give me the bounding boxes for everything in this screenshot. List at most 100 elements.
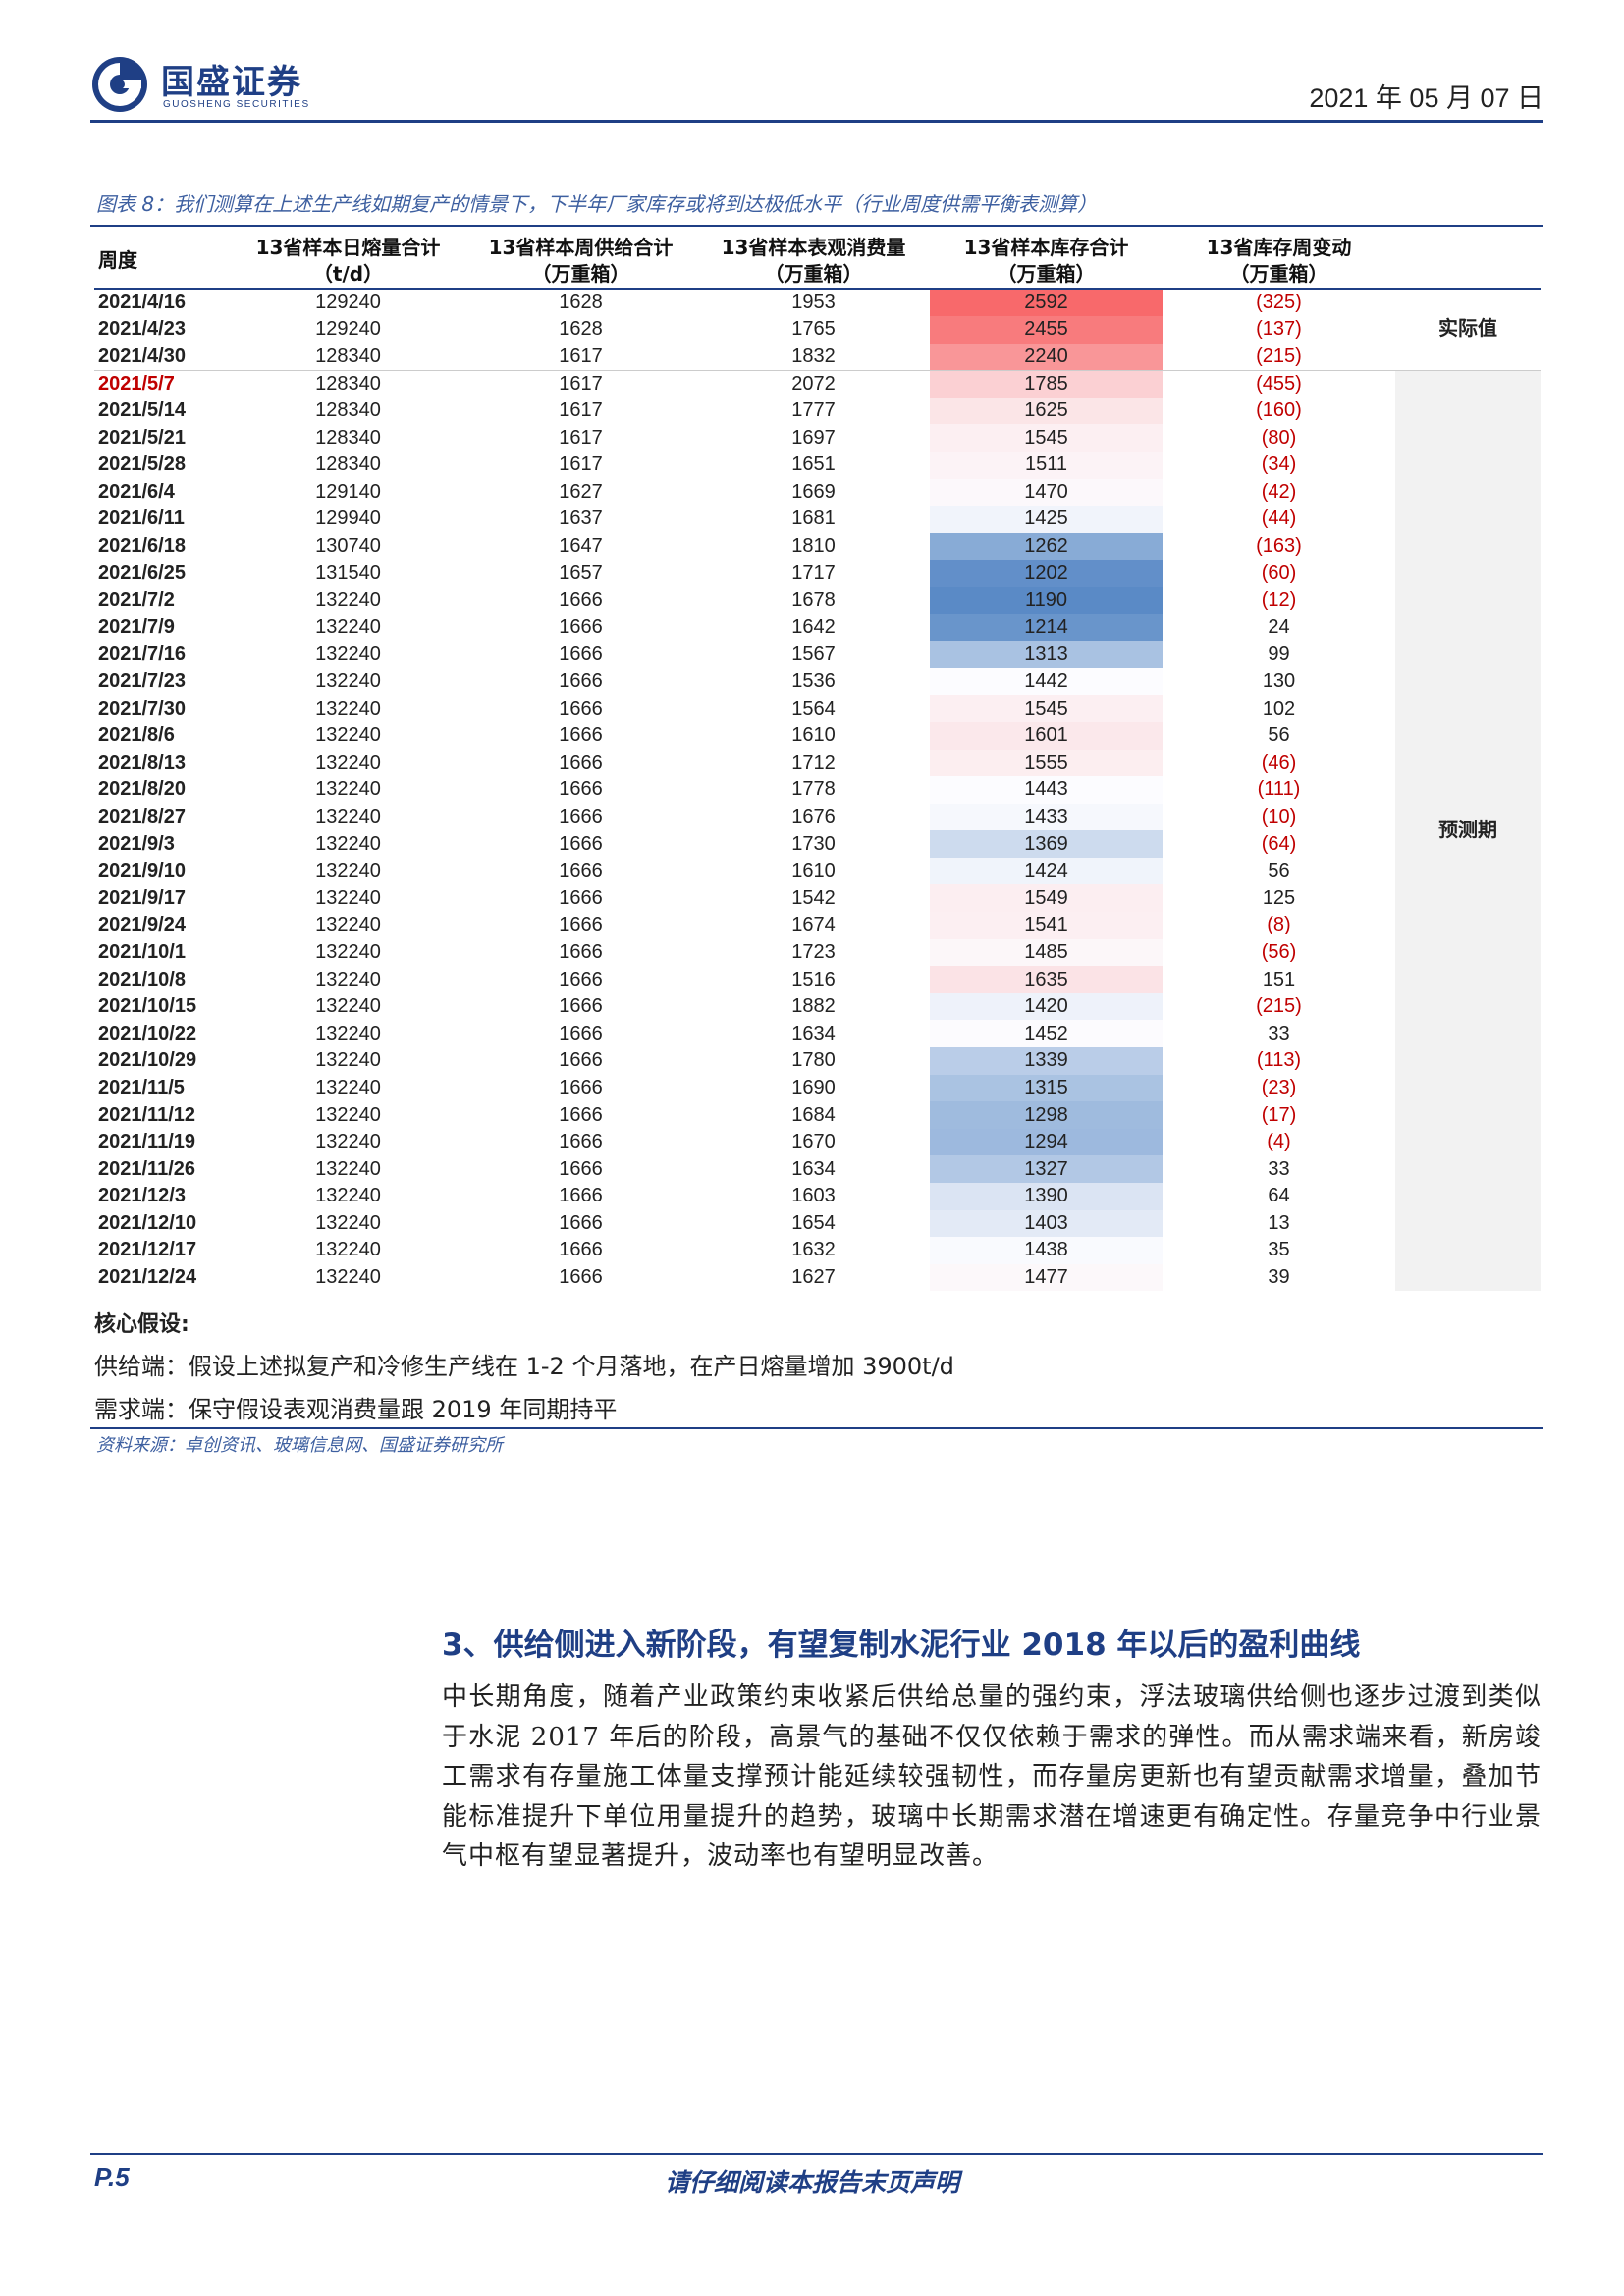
cell-stock: 1549 (930, 884, 1163, 913)
cell-change: (325) (1256, 292, 1302, 313)
cell-melt: 132240 (315, 1266, 381, 1289)
cell-demand: 1712 (791, 751, 836, 774)
cell-demand: 1832 (791, 345, 836, 367)
table-row: 2021/12/3 132240 1666 1603 1390 64 (94, 1183, 1541, 1210)
cell-supply: 1666 (559, 886, 603, 909)
cell-stock: 1635 (930, 966, 1163, 993)
cell-melt: 132240 (315, 860, 381, 882)
cell-supply: 1666 (559, 670, 603, 693)
cell-melt: 128340 (315, 400, 381, 422)
table-row: 2021/7/9 132240 1666 1642 1214 24 (94, 614, 1541, 642)
cell-week: 2021/8/20 (98, 778, 186, 801)
cell-change: (64) (1261, 832, 1297, 855)
cell-melt: 132240 (315, 995, 381, 1018)
column-header-supply: 13省样本周供给合计 （万重箱） (488, 235, 674, 286)
cell-change: 39 (1268, 1266, 1290, 1289)
table-row: 2021/7/23 132240 1666 1536 1442 130 (94, 667, 1541, 696)
cell-demand: 1882 (791, 995, 836, 1018)
cell-supply: 1628 (559, 292, 603, 313)
cell-week: 2021/6/18 (98, 535, 186, 558)
cell-supply: 1666 (559, 1049, 603, 1072)
column-header-demand: 13省样本表观消费量 （万重箱） (721, 235, 906, 286)
cell-stock: 1511 (930, 451, 1163, 479)
cell-stock: 1424 (930, 857, 1163, 885)
cell-melt: 132240 (315, 914, 381, 936)
data-source: 资料来源：卓创资讯、玻璃信息网、国盛证券研究所 (96, 1435, 503, 1456)
cell-melt: 132240 (315, 886, 381, 909)
cell-demand: 1810 (791, 535, 836, 558)
cell-demand: 1634 (791, 1157, 836, 1180)
cell-stock: 1315 (930, 1074, 1163, 1102)
cell-change: 56 (1268, 860, 1290, 882)
cell-change: (111) (1257, 778, 1301, 801)
cell-demand: 1632 (791, 1239, 836, 1261)
cell-change: 99 (1268, 643, 1290, 666)
cell-stock: 1420 (930, 992, 1163, 1021)
cell-demand: 1717 (791, 561, 836, 584)
cell-week: 2021/12/24 (98, 1266, 197, 1289)
table-body: 2021/4/16 129240 1628 1953 2592 (325) 实际值 2021/… (94, 289, 1541, 1292)
cell-stock: 2240 (930, 343, 1163, 371)
cell-week: 2021/6/25 (98, 561, 186, 584)
cell-week: 2021/9/10 (98, 860, 186, 882)
cell-supply: 1628 (559, 318, 603, 341)
cell-demand: 1674 (791, 914, 836, 936)
assumption-notes: 核心假设: 供给端：假设上述拟复产和冷修生产线在 1-2 个月落地，在产日熔量增… (94, 1306, 1541, 1431)
cell-week: 2021/6/11 (98, 507, 185, 530)
cell-stock: 1202 (930, 560, 1163, 587)
cell-melt: 132240 (315, 1103, 381, 1126)
cell-demand: 1542 (791, 886, 836, 909)
column-header-week: 周度 (98, 248, 137, 272)
cell-supply: 1666 (559, 832, 603, 855)
table-row: 2021/10/29 132240 1666 1780 1339 (113) (94, 1047, 1541, 1075)
table-row: 2021/6/25 131540 1657 1717 1202 (60) (94, 560, 1541, 587)
cell-melt: 128340 (315, 345, 381, 367)
cell-week: 2021/12/3 (98, 1185, 186, 1207)
cell-melt: 128340 (232, 369, 464, 398)
table-row: 2021/8/20 132240 1666 1778 1443 (111) (94, 776, 1541, 804)
cell-stock: 1452 (930, 1020, 1163, 1048)
cell-demand: 1723 (791, 940, 836, 963)
cell-demand: 2072 (697, 369, 930, 398)
cell-stock: 1327 (930, 1155, 1163, 1183)
cell-week: 2021/4/16 (98, 292, 186, 313)
cell-melt: 129240 (315, 318, 381, 341)
cell-week: 2021/7/16 (98, 643, 186, 666)
cell-supply: 1617 (559, 426, 603, 449)
cell-melt: 129940 (315, 507, 381, 530)
cell-change: (56) (1261, 940, 1297, 963)
cell-melt: 132240 (315, 670, 381, 693)
cell-stock: 1470 (930, 478, 1163, 507)
column-header-melt: 13省样本日熔量合计 （t/d） (255, 235, 441, 286)
cell-change: (137) (1256, 318, 1302, 341)
table-row: 2021/4/30 128340 1617 1832 2240 (215) (94, 343, 1541, 371)
cell-demand: 1564 (791, 697, 836, 720)
cell-melt: 132240 (315, 1211, 381, 1234)
cell-stock: 1339 (930, 1047, 1163, 1075)
cell-week: 2021/4/23 (98, 318, 186, 341)
cell-stock: 1298 (930, 1101, 1163, 1129)
section-heading: 3、供给侧进入新阶段，有望复制水泥行业 2018 年以后的盈利曲线 (442, 1628, 1361, 1663)
table-row: 2021/12/17 132240 1666 1632 1438 35 (94, 1237, 1541, 1264)
cell-change: (80) (1261, 426, 1297, 449)
cell-supply: 1666 (559, 1185, 603, 1207)
table-row: 2021/8/13 132240 1666 1712 1555 (46) (94, 749, 1541, 777)
cell-demand: 1567 (791, 643, 836, 666)
cell-change: 130 (1262, 670, 1296, 693)
guosheng-logo-icon (92, 57, 147, 112)
cell-week: 2021/10/15 (98, 995, 197, 1018)
page-header: 国盛证券 GUOSHENG SECURITIES 2021 年 05 月 07 … (90, 49, 1543, 122)
cell-melt: 132240 (315, 751, 381, 774)
cell-supply: 1627 (559, 480, 603, 503)
cell-week: 2021/9/17 (98, 886, 186, 909)
column-header-stock: 13省样本库存合计 （万重箱） (963, 235, 1129, 286)
notes-title: 核心假设: (94, 1312, 189, 1337)
cell-supply: 1666 (559, 914, 603, 936)
table-row: 2021/5/28 128340 1617 1651 1511 (34) (94, 451, 1541, 479)
cell-week: 2021/7/9 (98, 615, 175, 638)
table-row: 2021/11/19 132240 1666 1670 1294 (4) (94, 1128, 1541, 1156)
cell-change: 13 (1268, 1211, 1290, 1234)
cell-change: (10) (1261, 805, 1297, 828)
table-row: 2021/6/11 129940 1637 1681 1425 (44) (94, 506, 1541, 533)
cell-week: 2021/11/26 (98, 1157, 195, 1180)
